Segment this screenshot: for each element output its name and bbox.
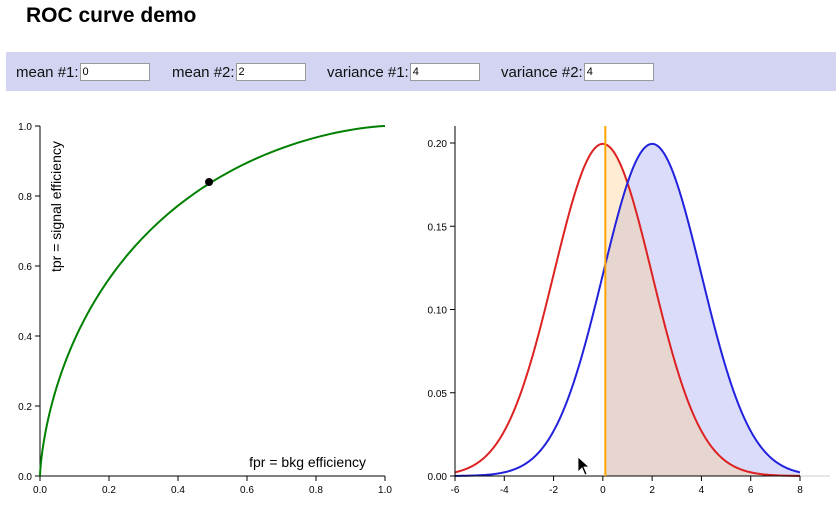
- dist-x-tick-label: -2: [549, 485, 558, 496]
- dist-x-tick-label: 6: [748, 485, 754, 496]
- roc-y-tick-label: 0.6: [18, 262, 32, 273]
- roc-y-tick-label: 0.8: [18, 192, 32, 203]
- mouse-pointer-icon: [577, 456, 591, 476]
- roc-curve: [39, 125, 385, 476]
- page-title: ROC curve demo: [26, 4, 197, 27]
- roc-x-axis-label: fpr = bkg efficiency: [249, 454, 366, 470]
- roc-plot[interactable]: 0.0 0.2 0.4 0.6 0.8 1.0 0.0 0.2 0.4 0.6 0.8 1.0 fpr …: [18, 122, 392, 496]
- roc-y-axis-label: tpr = signal efficiency: [48, 141, 64, 272]
- parameter-bar: mean #1: mean #2: variance #1: variance …: [6, 52, 836, 91]
- dist-x-tick-label: 8: [797, 485, 803, 496]
- dist-x-tick-label: 2: [649, 485, 655, 496]
- variance1-input[interactable]: [409, 63, 480, 81]
- roc-x-tick-label: 0.8: [309, 485, 323, 496]
- roc-y-tick-label: 0.4: [18, 332, 32, 343]
- dist-y-tick-label: 0.15: [428, 222, 448, 233]
- mean1-input[interactable]: [79, 63, 150, 81]
- mean1-control: mean #1:: [16, 63, 150, 81]
- distribution-plot[interactable]: -6 -4 -2 0 2 4 6 8 0.00 0.05 0.10 0.15 0.20: [428, 126, 830, 496]
- variance1-control: variance #1:: [327, 63, 480, 81]
- variance2-input[interactable]: [583, 63, 654, 81]
- dist-y-tick-label: 0.05: [428, 389, 448, 400]
- roc-x-tick-label: 0.2: [102, 485, 116, 496]
- mean2-control: mean #2:: [172, 63, 306, 81]
- roc-y-tick-label: 0.0: [18, 472, 32, 483]
- dist-x-tick-label: -6: [451, 485, 460, 496]
- roc-x-tick-label: 0.4: [171, 485, 185, 496]
- mean2-label: mean #2:: [172, 63, 235, 81]
- dist-x-tick-label: -4: [500, 485, 509, 496]
- signal-distribution-curve: [454, 142, 801, 477]
- dist-y-tick-label: 0.00: [428, 472, 448, 483]
- mean1-label: mean #1:: [16, 63, 79, 81]
- roc-x-tick-label: 0.6: [240, 485, 254, 496]
- bkg-tail-area: [605, 144, 800, 477]
- dist-x-tick-label: 4: [699, 485, 705, 496]
- roc-x-tick-label: 0.0: [33, 485, 47, 496]
- mean2-input[interactable]: [235, 63, 306, 81]
- variance1-label: variance #1:: [327, 63, 409, 81]
- roc-x-tick-label: 1.0: [378, 485, 392, 496]
- signal-tail-area: [605, 143, 800, 476]
- roc-y-tick-label: 1.0: [18, 122, 32, 133]
- roc-y-tick-label: 0.2: [18, 402, 32, 413]
- dist-y-tick-label: 0.20: [428, 139, 448, 150]
- dist-y-tick-label: 0.10: [428, 306, 448, 317]
- variance2-control: variance #2:: [501, 63, 654, 81]
- variance2-label: variance #2:: [501, 63, 583, 81]
- dist-x-tick-label: 0: [600, 485, 606, 496]
- roc-operating-point: [205, 178, 214, 186]
